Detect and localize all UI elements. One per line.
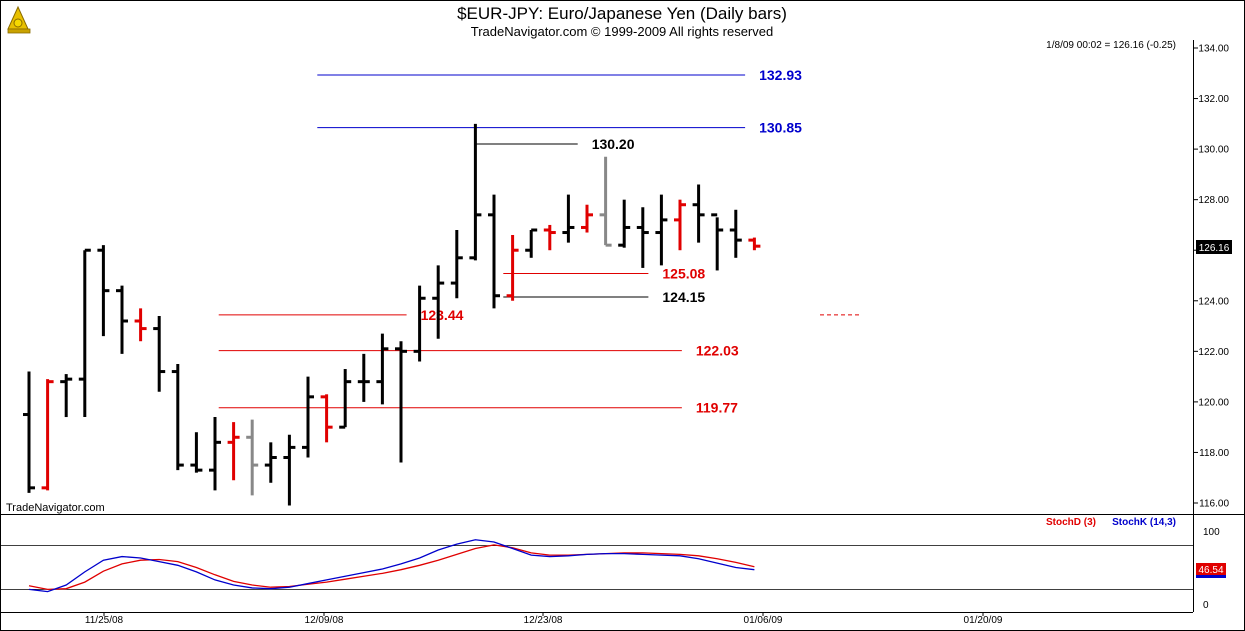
ohlc-bar (469, 123, 482, 261)
ohlc-bar (60, 374, 73, 418)
ohlc-bar (376, 333, 389, 405)
ohlc-bar (41, 379, 54, 491)
level-label: 124.15 (662, 289, 705, 305)
level-label: 123.44 (421, 307, 464, 323)
x-tick-label: 11/25/08 (85, 615, 124, 626)
ohlc-bar (506, 235, 519, 301)
y-tick-label: 130.00 (1198, 145, 1229, 156)
ohlc-bar (78, 248, 91, 418)
ohlc-bar (450, 230, 463, 299)
date-x-axis: 11/25/08 12/09/08 12/23/08 01/06/09 01/20/09 (85, 612, 1003, 626)
ohlc-bar (636, 207, 649, 268)
ohlc-bar (339, 369, 352, 429)
ohlc-bar (395, 341, 407, 463)
ohlc-bar (432, 265, 445, 339)
ohlc-bar (599, 156, 612, 247)
ohlc-bar (674, 199, 686, 251)
ohlc-bar (618, 199, 631, 248)
level-label: 125.08 (662, 265, 705, 281)
level-label: 130.20 (592, 136, 635, 152)
ohlc-bar (692, 184, 705, 243)
y-tick-label: 128.00 (1198, 195, 1229, 206)
ohlc-bar (23, 371, 35, 493)
y-tick-label: 120.00 (1198, 397, 1229, 408)
level-label: 119.77 (696, 400, 738, 416)
ohlc-bar (190, 432, 203, 473)
ohlc-bar (655, 194, 668, 266)
ohlc-bar (246, 419, 259, 496)
status-readout: 1/8/09 00:02 = 126.16 (-0.25) (1046, 40, 1176, 51)
stoch-y-tick-label: 0 (1203, 600, 1209, 611)
ohlc-bar (302, 376, 314, 458)
stoch-y-tick-label: 100 (1203, 527, 1220, 538)
last-price-label: 126.16 (1199, 243, 1230, 254)
ohlc-bar (748, 237, 761, 251)
ohlc-bar (562, 194, 575, 243)
ohlc-bar (97, 245, 110, 337)
x-tick-label: 01/20/09 (964, 615, 1003, 626)
level-label: 130.85 (759, 120, 802, 136)
y-tick-label: 124.00 (1198, 296, 1229, 307)
stoch-last-label: 46.54 (1198, 565, 1223, 576)
ohlc-bar (581, 204, 593, 233)
watermark: TradeNavigator.com (6, 502, 105, 514)
ohlc-bar (134, 308, 147, 342)
ohlc-bar (153, 315, 166, 392)
level-label: 122.03 (696, 343, 739, 359)
ohlc-bar (116, 285, 128, 354)
ohlc-bar (320, 394, 333, 443)
y-tick-label: 116.00 (1199, 499, 1229, 510)
ohlc-bar (488, 194, 500, 309)
ohlc-bar (171, 363, 184, 471)
ohlc-bar (209, 417, 221, 491)
ohlc-bar (543, 224, 556, 251)
y-tick-label: 134.00 (1198, 44, 1229, 55)
last-price-marker: 126.16 (1196, 240, 1232, 254)
ohlc-bar (711, 213, 724, 271)
ohlc-bar (283, 434, 296, 506)
ohlc-bar (525, 228, 538, 258)
stoch-d-legend: StochD (3) (1046, 517, 1096, 528)
level-label: 132.93 (759, 67, 802, 83)
logo-icon (7, 5, 31, 34)
y-tick-label: 132.00 (1198, 94, 1229, 105)
price-bars (23, 123, 761, 506)
x-tick-label: 01/06/09 (744, 615, 783, 626)
ohlc-bar (729, 209, 742, 258)
level-lines: 132.93 130.85 130.20 125.08 124.15 123.44 122.… (218, 67, 862, 416)
stoch-k-legend: StochK (14,3) (1112, 517, 1176, 528)
ohlc-bar (357, 353, 370, 402)
stochastics-panel: 100 0 (1, 527, 1220, 611)
stoch-last-marker: 46.54 (1196, 563, 1226, 578)
chart-title: $EUR-JPY: Euro/Japanese Yen (Daily bars) (457, 4, 787, 23)
ohlc-bar (264, 442, 277, 483)
y-tick-label: 118.00 (1199, 448, 1229, 459)
chart-subtitle: TradeNavigator.com © 1999-2009 All right… (471, 24, 773, 39)
stoch-series-line (28, 539, 755, 593)
x-tick-label: 12/23/08 (524, 615, 563, 626)
x-tick-label: 12/09/08 (305, 615, 344, 626)
ohlc-bar (227, 422, 240, 481)
y-tick-label: 122.00 (1198, 347, 1229, 358)
ohlc-bar (413, 285, 426, 362)
